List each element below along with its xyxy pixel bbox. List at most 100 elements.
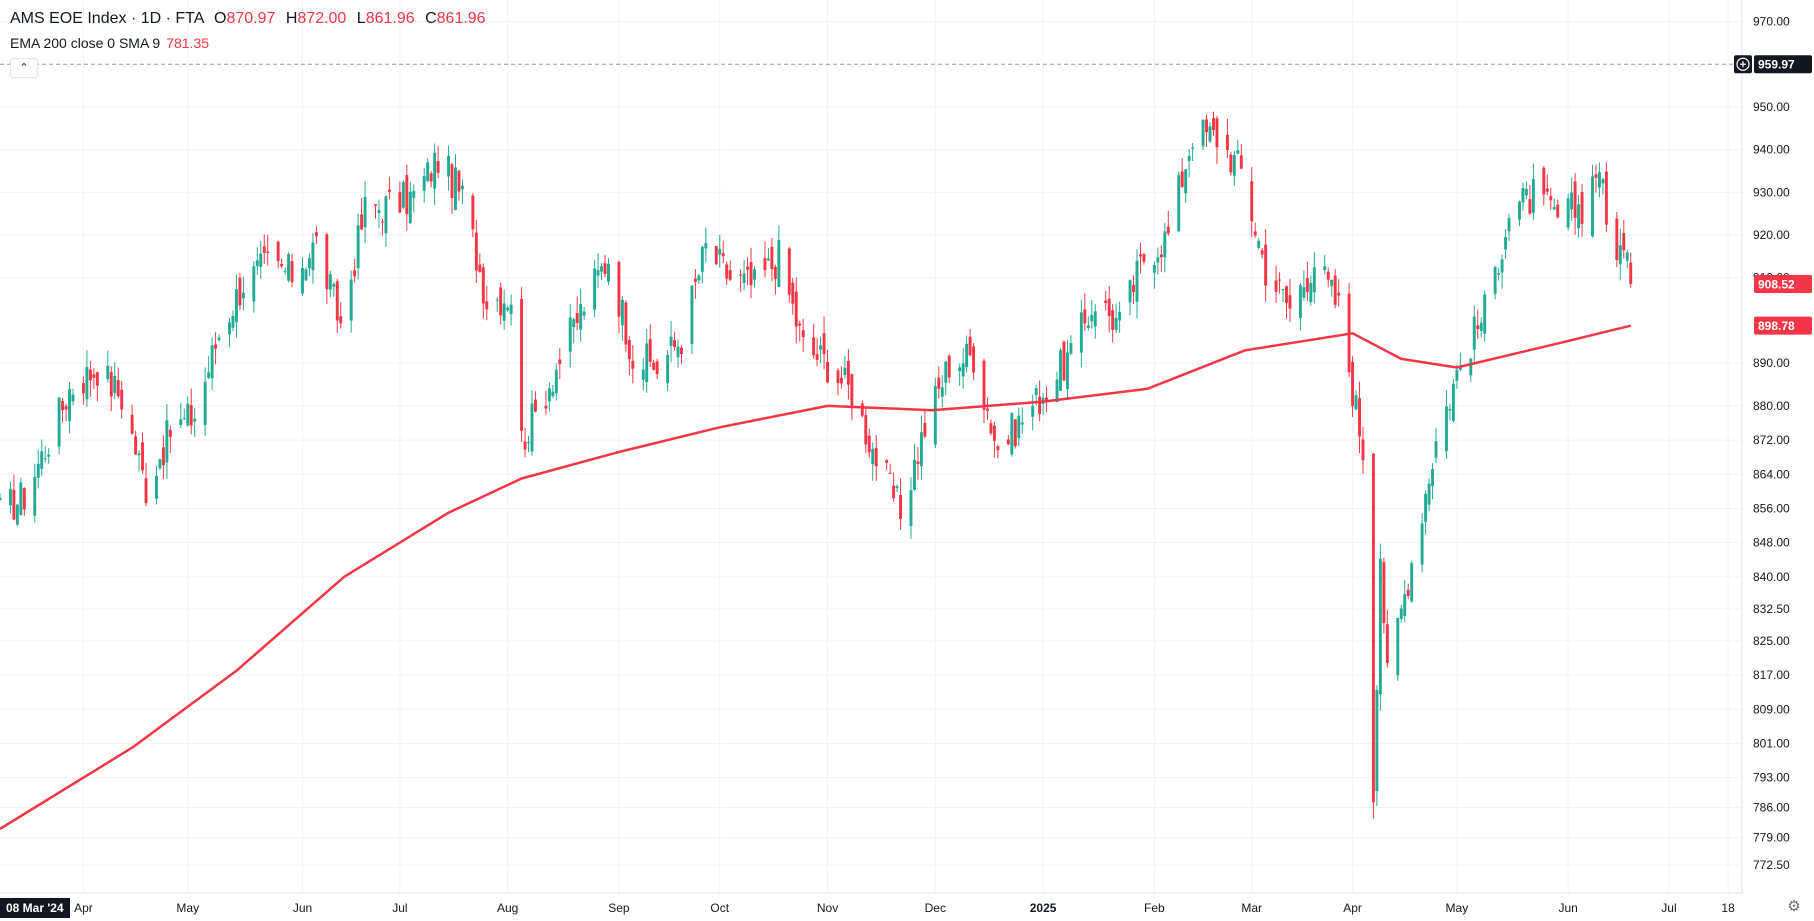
candle-body [624, 302, 628, 345]
candle-body [457, 170, 461, 192]
candle [1086, 316, 1090, 331]
candle [753, 266, 756, 288]
chart-settings-button[interactable]: ⚙ [1784, 897, 1804, 917]
collapse-legend-button[interactable]: ⌃ [10, 58, 38, 78]
indicator-legend[interactable]: EMA 200 close 0 SMA 9 781.35 [10, 34, 209, 52]
candle [1159, 245, 1163, 273]
candle [1274, 265, 1278, 303]
candle-body [725, 264, 729, 279]
indicator-name[interactable]: EMA 200 close 0 SMA 9 [10, 35, 161, 51]
candle-body [325, 234, 329, 290]
x-tick-label: 18 [1721, 901, 1735, 915]
candle-body [1208, 126, 1212, 142]
candle-body [794, 291, 798, 327]
candle [283, 267, 287, 275]
candle-body [1079, 312, 1083, 353]
candle-body [1184, 169, 1188, 194]
candle-body [1264, 244, 1268, 286]
candle [666, 350, 670, 392]
candle [593, 260, 597, 318]
candle [499, 282, 503, 325]
candle [1615, 212, 1619, 267]
candle [794, 277, 798, 344]
candle-body [485, 301, 489, 310]
candle [1139, 242, 1142, 274]
candle [1326, 267, 1330, 288]
chart-legend: AMS EOE Index · 1D · FTA O870.97 H872.00… [10, 9, 486, 29]
candle [1629, 252, 1633, 288]
candle-body [1055, 379, 1059, 403]
candle-body [495, 299, 499, 301]
candle-body [40, 451, 44, 469]
candle [1041, 393, 1045, 415]
candle [1330, 279, 1334, 297]
candle [1239, 144, 1243, 170]
candle [210, 337, 214, 391]
candle [839, 366, 843, 389]
candle-body [1601, 179, 1605, 184]
candle [627, 336, 631, 376]
candle [1580, 183, 1584, 237]
candle [1309, 275, 1313, 306]
candle-body [697, 275, 701, 281]
candle-body [645, 343, 649, 383]
candle-body [214, 344, 218, 349]
candle-body [728, 270, 732, 280]
candle [1104, 290, 1108, 311]
close-value: 861.96 [436, 10, 486, 27]
candle [460, 179, 464, 205]
candle-body [353, 270, 357, 277]
candle [801, 318, 805, 352]
candle [895, 484, 899, 493]
candle-body [259, 253, 263, 267]
price-axis-background[interactable] [1742, 0, 1814, 921]
y-tick-label: 772.50 [1753, 858, 1790, 872]
candle [1281, 288, 1285, 302]
candle-body [241, 292, 245, 299]
candle [787, 246, 791, 303]
candle-body [429, 173, 433, 182]
candle [81, 376, 85, 405]
candle-body [360, 214, 364, 230]
candle [255, 247, 259, 275]
candle-body [1236, 150, 1240, 154]
candle [1205, 114, 1208, 148]
candle-body [1278, 279, 1282, 281]
indicator-value: 781.35 [166, 35, 210, 51]
candle [986, 397, 989, 421]
candle [673, 331, 677, 351]
y-tick-label: 872.00 [1753, 433, 1790, 447]
candle-body [846, 360, 850, 385]
candle [1358, 381, 1361, 454]
candle [1302, 270, 1306, 301]
candle [1518, 200, 1521, 227]
candle-body [283, 270, 287, 272]
price-tag-label: 898.78 [1758, 319, 1795, 333]
candle-body [871, 448, 875, 465]
candle-body [374, 204, 377, 207]
candle [718, 234, 722, 268]
y-tick-label: 801.00 [1753, 736, 1790, 750]
candle [728, 260, 732, 282]
candle-body [944, 361, 948, 383]
candle-body [937, 377, 941, 389]
candle-body [471, 195, 475, 230]
candle-body [718, 248, 722, 255]
candle-body [596, 270, 600, 276]
plus-circle-icon[interactable] [1734, 55, 1752, 74]
candle [12, 474, 16, 521]
candle [155, 465, 158, 505]
candle-body [1396, 617, 1400, 676]
candle [262, 234, 266, 264]
candle [481, 263, 485, 319]
candle [596, 253, 600, 288]
y-tick-label: 840.00 [1753, 570, 1790, 584]
ema-line-series [0, 324, 1631, 830]
candle [968, 328, 972, 357]
symbol-title[interactable]: AMS EOE Index · 1D · FTA [10, 10, 204, 27]
candle-body [1552, 207, 1556, 210]
candle [1545, 174, 1549, 196]
candle-body [12, 489, 16, 520]
candle [579, 288, 583, 342]
